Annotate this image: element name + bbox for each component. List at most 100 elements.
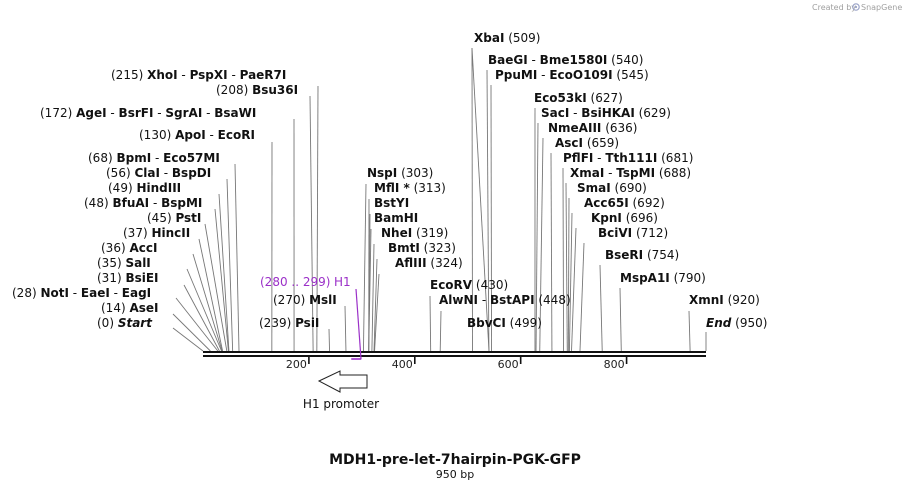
site-label-xhoi[interactable]: (215) XhoI - PspXI - PaeR7I: [111, 68, 286, 82]
site-label-nhei[interactable]: NheI (319): [381, 226, 448, 240]
site-label-noti[interactable]: (28) NotI - EaeI - EagI: [12, 286, 151, 300]
site-position: (324): [427, 256, 463, 270]
site-label-bfuai[interactable]: (48) BfuAI - BspMI: [84, 196, 202, 210]
site-label-msli[interactable]: (270) MslI: [273, 293, 337, 307]
feature-h1-promoter[interactable]: H1 promoter: [303, 370, 379, 411]
site-label-beri[interactable]: BseRI (754): [605, 248, 679, 262]
connector-xbai: [471, 47, 473, 352]
connector-asci: [550, 152, 553, 352]
site-label-bcivi[interactable]: BciVI (712): [598, 226, 668, 240]
site-label-ecorv[interactable]: EcoRV (430): [430, 278, 508, 292]
site-label-xbai[interactable]: XbaI (509): [474, 31, 541, 45]
site-position: (239): [259, 316, 295, 330]
site-position: (215): [111, 68, 147, 82]
site-position: (754): [643, 248, 679, 262]
enzyme-name: BseRI: [605, 248, 643, 262]
site-label-end[interactable]: End (950): [706, 316, 767, 330]
connector-asei: [172, 313, 211, 352]
site-label-hindiii[interactable]: (49) HindIII: [108, 181, 181, 195]
site-label-smai[interactable]: SmaI (690): [577, 181, 647, 195]
connector-msli: [344, 305, 347, 352]
enzyme-name: BsiEI: [125, 271, 158, 285]
site-label-baegi[interactable]: BaeGI - Bme1580I (540): [488, 53, 643, 67]
site-label-hincii[interactable]: (37) HincII: [123, 226, 190, 240]
connector-bmti: [373, 258, 378, 352]
site-label-nspi[interactable]: NspI (303): [367, 166, 433, 180]
site-position: (172): [40, 106, 76, 120]
site-label-saci[interactable]: SacI - BsiHKAI (629): [541, 106, 671, 120]
site-position: (688): [655, 166, 691, 180]
enzyme-name: PpuMI: [495, 68, 537, 82]
primer-name-label: H1: [334, 275, 351, 289]
connector-nmeaiii: [539, 137, 544, 352]
site-position: (37): [123, 226, 151, 240]
connector-sali: [186, 268, 222, 352]
enzyme-name: NspI: [367, 166, 397, 180]
site-label-asci[interactable]: AscI (659): [555, 136, 619, 150]
site-label-acci[interactable]: (36) AccI: [101, 241, 157, 255]
primer-h1[interactable]: (280 .. 299) H1: [260, 275, 362, 360]
enzyme-name: End: [706, 316, 732, 330]
name-separator: -: [537, 68, 549, 82]
site-label-pflfi[interactable]: PflFI - Tth111I (681): [563, 151, 693, 165]
site-label-bstyi[interactable]: BstYI: [374, 196, 409, 210]
connector-smai: [567, 197, 570, 352]
site-label-psii[interactable]: (239) PsiI: [259, 316, 319, 330]
site-label-apoi[interactable]: (130) ApoI - EcoRI: [139, 128, 255, 142]
site-label-bmti[interactable]: BmtI (323): [388, 241, 456, 255]
site-label-psti[interactable]: (45) PstI: [147, 211, 201, 225]
enzyme-name: Eco53kI: [534, 91, 587, 105]
enzyme-name: XmnI: [689, 293, 724, 307]
site-label-alwni[interactable]: AlwNI - BstAPI (448): [439, 293, 571, 307]
connector-bsu36i: [309, 95, 314, 352]
enzyme-name: AflIII: [395, 256, 427, 270]
site-label-xmni[interactable]: XmnI (920): [689, 293, 760, 307]
enzyme-name: BfuAI: [112, 196, 149, 210]
enzyme-name: AlwNI: [439, 293, 478, 307]
site-label-mfli[interactable]: MflI * (313): [374, 181, 446, 195]
enzyme-name: MslI: [309, 293, 337, 307]
site-position: (696): [622, 211, 658, 225]
ruler-tick-label: 600: [498, 358, 519, 371]
enzyme-name: PstI: [175, 211, 201, 225]
site-label-mspa1i[interactable]: MspA1I (790): [620, 271, 706, 285]
site-label-acc65i[interactable]: Acc65I (692): [584, 196, 665, 210]
site-label-clai[interactable]: (56) ClaI - BspDI: [106, 166, 211, 180]
ruler-ticks: 200 400 600 800: [286, 357, 628, 371]
enzyme-name: BciVI: [598, 226, 632, 240]
connector-psii: [328, 328, 330, 352]
enzyme-name: KpnI: [591, 211, 622, 225]
site-label-bbvci[interactable]: BbvCI (499): [467, 316, 542, 330]
site-label-sali[interactable]: (35) SalI: [97, 256, 151, 270]
enzyme-name: NotI: [40, 286, 69, 300]
site-label-eco53ki[interactable]: Eco53kI (627): [534, 91, 623, 105]
enzyme-name: BspDI: [172, 166, 211, 180]
connector-nspi: [362, 183, 367, 352]
site-label-xmai[interactable]: XmaI - TspMI (688): [570, 166, 691, 180]
enzyme-name: BpmI: [116, 151, 151, 165]
enzyme-name: XbaI: [474, 31, 504, 45]
enzyme-name: BmtI: [388, 241, 420, 255]
site-label-bamhi[interactable]: BamHI: [374, 211, 418, 225]
primer-range-label: (280 .. 299): [260, 275, 330, 289]
site-label-nmeaiii[interactable]: NmeAIII (636): [548, 121, 637, 135]
site-label-asei[interactable]: (14) AseI: [101, 301, 159, 315]
name-separator: -: [228, 68, 240, 82]
site-label-start[interactable]: (0) Start: [97, 316, 153, 330]
name-separator: -: [569, 106, 581, 120]
enzyme-name: BsiHKAI: [581, 106, 635, 120]
connector-clai: [226, 178, 234, 352]
site-label-agei[interactable]: (172) AgeI - BsrFI - SgrAI - BsaWI: [40, 106, 256, 120]
enzyme-name: PsiI: [295, 316, 319, 330]
site-label-kpni[interactable]: KpnI (696): [591, 211, 658, 225]
site-position: (636): [601, 121, 637, 135]
site-label-ppumi[interactable]: PpuMI - EcoO109I (545): [495, 68, 649, 82]
connector-bcivi: [579, 242, 585, 352]
site-label-bpmi[interactable]: (68) BpmI - Eco57MI: [88, 151, 220, 165]
enzyme-name: XhoI: [147, 68, 178, 82]
enzyme-name: BspMI: [161, 196, 202, 210]
site-label-bsiei[interactable]: (31) BsiEI: [97, 271, 159, 285]
site-label-afliii[interactable]: AflIII (324): [395, 256, 463, 270]
site-label-bsu36i[interactable]: (208) Bsu36I: [216, 83, 298, 97]
site-connector-lines: [172, 47, 707, 352]
